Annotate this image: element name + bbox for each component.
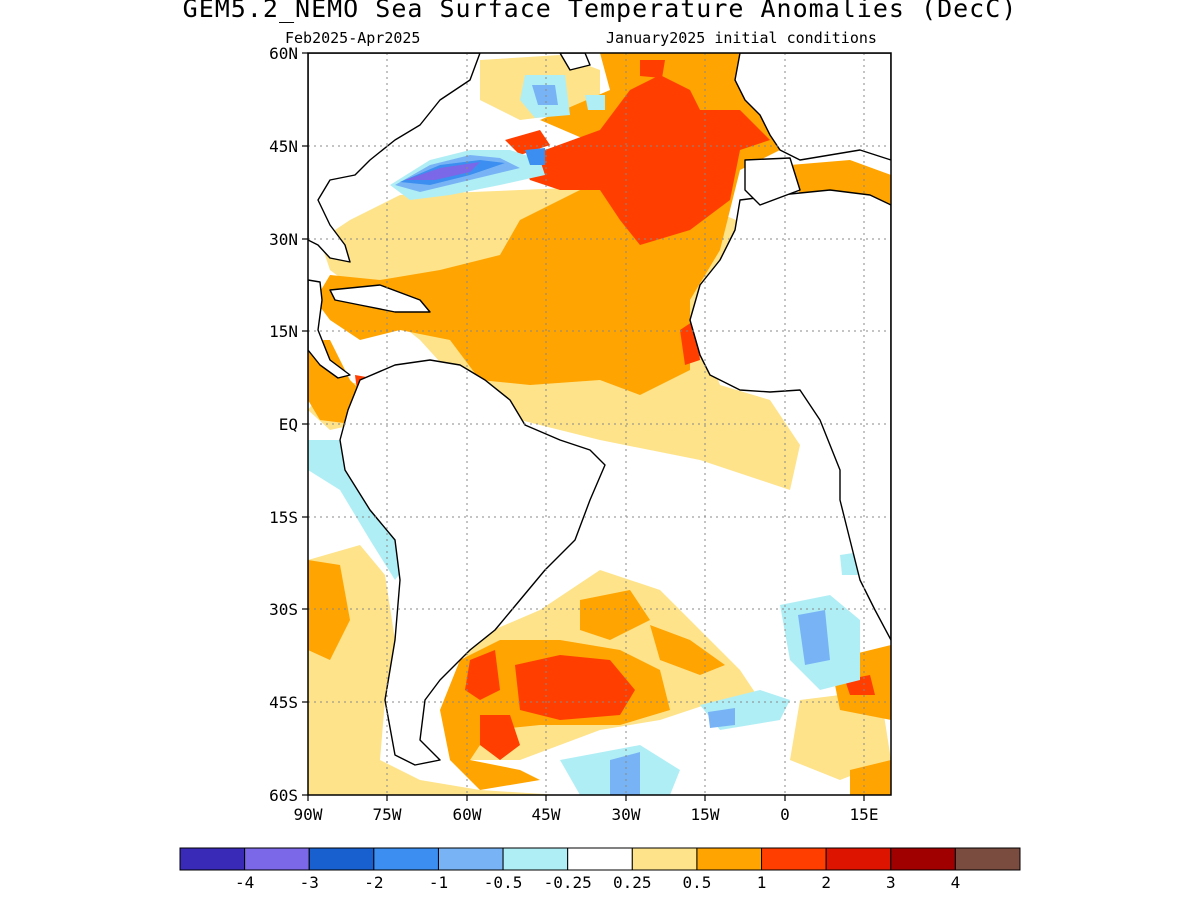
lat-label: 60S xyxy=(269,786,298,805)
anomaly-region xyxy=(480,715,520,760)
lon-label: 60W xyxy=(453,805,482,824)
anomaly-region xyxy=(708,708,735,728)
anomaly-region xyxy=(308,560,350,660)
colorbar-swatch xyxy=(502,847,569,871)
colorbar-label: 1 xyxy=(757,873,767,892)
colorbar-swatch xyxy=(825,847,892,871)
colorbar: -4 -3 -2 -1 -0.5 -0.25 0.25 0.5 1 2 3 4 xyxy=(179,847,1021,892)
anomaly-region xyxy=(640,60,665,78)
lat-label: 60N xyxy=(269,44,298,63)
lat-label: 30N xyxy=(269,230,298,249)
colorbar-swatch xyxy=(631,847,698,871)
colorbar-swatch xyxy=(244,847,310,871)
lon-label: 45W xyxy=(532,805,561,824)
initial-conditions: January2025 initial conditions xyxy=(606,29,877,47)
anomaly-region xyxy=(308,440,410,580)
anomaly-region xyxy=(798,610,830,665)
lat-label: 15S xyxy=(269,508,298,527)
anomaly-region xyxy=(610,752,640,795)
anomaly-region xyxy=(515,655,635,720)
anomaly-field xyxy=(308,53,891,795)
lon-label: 75W xyxy=(373,805,402,824)
gridlines xyxy=(308,53,891,795)
colorbar-swatch xyxy=(373,847,439,871)
lat-label: 15N xyxy=(269,322,298,341)
lat-label: 45S xyxy=(269,693,298,712)
greenland-tip-landmass xyxy=(559,53,591,71)
colorbar-swatch xyxy=(696,847,763,871)
colorbar-label: -0.5 xyxy=(484,873,523,892)
colorbar-label: -1 xyxy=(429,873,448,892)
colorbar-swatch xyxy=(437,847,504,871)
lat-label: 45N xyxy=(269,137,298,156)
colorbar-label: -3 xyxy=(300,873,319,892)
anomaly-region xyxy=(532,85,558,105)
colorbar-label: 0.25 xyxy=(613,873,652,892)
lon-label: 30W xyxy=(612,805,641,824)
lon-label: 0 xyxy=(780,805,790,824)
longitude-labels: 90W 75W 60W 45W 30W 15W 0 15E xyxy=(294,805,879,824)
lat-label: 30S xyxy=(269,600,298,619)
anomaly-region xyxy=(585,95,605,110)
colorbar-swatch xyxy=(179,847,246,871)
colorbar-label: 4 xyxy=(951,873,961,892)
central-america-landmass xyxy=(308,279,351,379)
iberia-landmass xyxy=(744,157,801,206)
colorbar-swatch xyxy=(954,847,1021,871)
europe-landmass xyxy=(734,53,891,161)
latitude-labels: 60N 45N 30N 15N EQ 15S 30S 45S 60S xyxy=(269,44,298,805)
map-title: GEM5.2_NEMO Sea Surface Temperature Anom… xyxy=(182,0,1018,23)
north-america-landmass xyxy=(308,53,481,263)
colorbar-swatch xyxy=(567,847,633,871)
anomaly-region xyxy=(405,162,480,180)
colorbar-swatch xyxy=(890,847,956,871)
forecast-period: Feb2025-Apr2025 xyxy=(285,29,421,47)
anomaly-region xyxy=(850,760,891,795)
anomaly-region xyxy=(465,650,500,700)
colorbar-label: 2 xyxy=(821,873,831,892)
colorbar-label: -2 xyxy=(364,873,383,892)
anomaly-region xyxy=(525,148,545,165)
lon-label: 15W xyxy=(691,805,720,824)
colorbar-swatch xyxy=(308,847,375,871)
colorbar-label: -0.25 xyxy=(544,873,592,892)
lon-label: 90W xyxy=(294,805,323,824)
lat-label: EQ xyxy=(279,415,298,434)
lon-label: 15E xyxy=(850,805,879,824)
anomaly-region xyxy=(308,545,560,795)
colorbar-swatch xyxy=(761,847,827,871)
colorbar-label: 3 xyxy=(886,873,896,892)
south-america-landmass xyxy=(339,359,606,766)
anomaly-region xyxy=(580,590,650,640)
colorbar-label: -4 xyxy=(235,873,254,892)
coastlines xyxy=(308,53,891,766)
anomaly-region xyxy=(650,625,725,675)
axis-ticks xyxy=(302,52,865,801)
colorbar-label: 0.5 xyxy=(682,873,711,892)
africa-landmass xyxy=(689,189,891,641)
anomaly-region xyxy=(520,75,770,245)
